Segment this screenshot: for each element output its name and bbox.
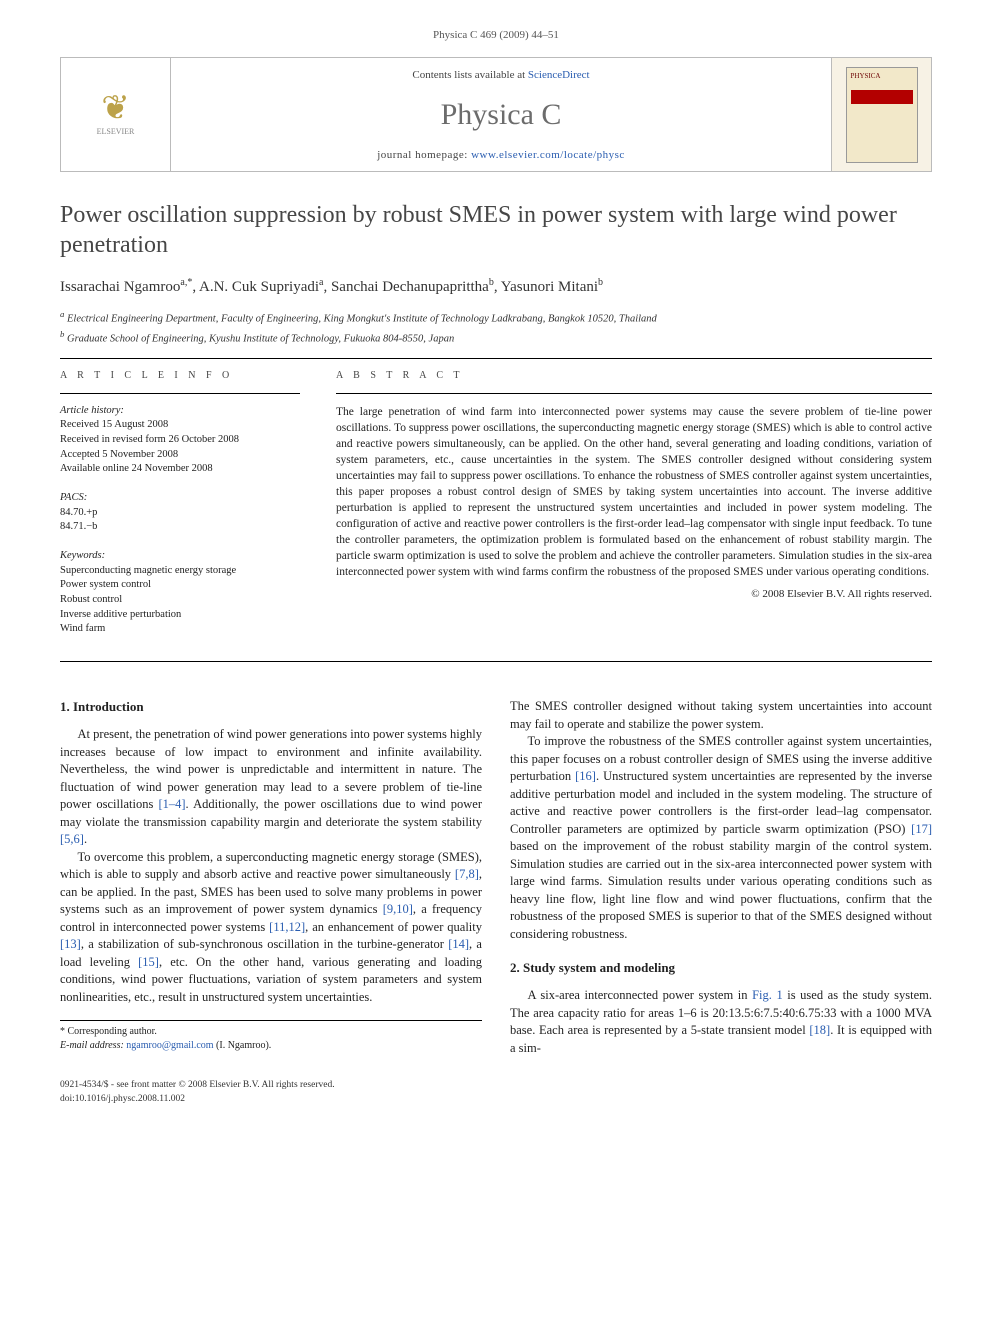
front-matter-line: 0921-4534/$ - see front matter © 2008 El… (60, 1079, 932, 1092)
history-label: Article history: (60, 404, 300, 419)
author: Yasunori Mitanib (501, 279, 603, 295)
paragraph: The SMES controller designed without tak… (510, 698, 932, 733)
article-info-head: A R T I C L E I N F O (60, 369, 300, 383)
publisher-logo: ❦ ELSEVIER (61, 58, 171, 171)
cover-thumbnail: PHYSICA (831, 58, 931, 171)
rule (60, 358, 932, 359)
homepage-link[interactable]: www.elsevier.com/locate/physc (471, 149, 625, 161)
email-label: E-mail address: (60, 1040, 124, 1051)
history-item: Received 15 August 2008 (60, 418, 300, 433)
cover-label: PHYSICA (851, 72, 881, 80)
authors-line: Issarachai Ngamrooa,*, A.N. Cuk Supriyad… (60, 276, 932, 298)
homepage-line: journal homepage: www.elsevier.com/locat… (179, 148, 823, 163)
paragraph: To overcome this problem, a superconduct… (60, 849, 482, 1007)
corr-label: Corresponding author. (68, 1026, 157, 1037)
article-history: Article history: Received 15 August 2008… (60, 404, 300, 477)
email-link[interactable]: ngamroo@gmail.com (126, 1040, 213, 1051)
front-matter-footer: 0921-4534/$ - see front matter © 2008 El… (60, 1079, 932, 1106)
abstract-copyright: © 2008 Elsevier B.V. All rights reserved… (336, 587, 932, 602)
keywords-label: Keywords: (60, 549, 300, 564)
doi-line: doi:10.1016/j.physc.2008.11.002 (60, 1093, 932, 1106)
keyword: Power system control (60, 578, 300, 593)
history-item: Accepted 5 November 2008 (60, 448, 300, 463)
pacs-block: PACS: 84.70.+p 84.71.−b (60, 491, 300, 535)
tree-icon: ❦ (97, 92, 135, 126)
affiliation-a: a Electrical Engineering Department, Fac… (60, 308, 932, 327)
keyword: Inverse additive perturbation (60, 608, 300, 623)
rule (60, 661, 932, 662)
email-who: (I. Ngamroo). (216, 1040, 271, 1051)
journal-title: Physica C (179, 94, 823, 136)
paragraph: A six-area interconnected power system i… (510, 987, 932, 1057)
keyword: Superconducting magnetic energy storage (60, 564, 300, 579)
article-info-column: A R T I C L E I N F O Article history: R… (60, 369, 300, 652)
body-columns: 1. Introduction At present, the penetrat… (60, 698, 932, 1057)
keyword: Wind farm (60, 622, 300, 637)
homepage-prefix: journal homepage: (377, 149, 471, 161)
abstract-column: A B S T R A C T The large penetration of… (336, 369, 932, 652)
sciencedirect-link[interactable]: ScienceDirect (528, 69, 590, 81)
abstract-text: The large penetration of wind farm into … (336, 404, 932, 581)
paper-title: Power oscillation suppression by robust … (60, 200, 932, 260)
keywords-block: Keywords: Superconducting magnetic energ… (60, 549, 300, 637)
section-head-intro: 1. Introduction (60, 698, 482, 716)
keyword: Robust control (60, 593, 300, 608)
history-item: Received in revised form 26 October 2008 (60, 433, 300, 448)
pacs-item: 84.70.+p (60, 506, 300, 521)
running-head: Physica C 469 (2009) 44–51 (60, 28, 932, 43)
section-head-study: 2. Study system and modeling (510, 959, 932, 977)
pacs-item: 84.71.−b (60, 520, 300, 535)
paragraph: To improve the robustness of the SMES co… (510, 733, 932, 943)
affiliations: a Electrical Engineering Department, Fac… (60, 308, 932, 347)
abstract-head: A B S T R A C T (336, 369, 932, 383)
contents-line: Contents lists available at ScienceDirec… (179, 68, 823, 83)
paragraph: At present, the penetration of wind powe… (60, 726, 482, 849)
journal-banner: ❦ ELSEVIER Contents lists available at S… (60, 57, 932, 172)
history-item: Available online 24 November 2008 (60, 462, 300, 477)
contents-prefix: Contents lists available at (412, 69, 527, 81)
publisher-name: ELSEVIER (97, 126, 135, 137)
author: Issarachai Ngamrooa,* (60, 279, 192, 295)
affiliation-b: b Graduate School of Engineering, Kyushu… (60, 328, 932, 347)
corresponding-author-footnote: * Corresponding author. E-mail address: … (60, 1020, 482, 1053)
author: Sanchai Dechanupapritthab (331, 279, 494, 295)
author: A.N. Cuk Supriyadia (199, 279, 323, 295)
pacs-label: PACS: (60, 491, 300, 506)
